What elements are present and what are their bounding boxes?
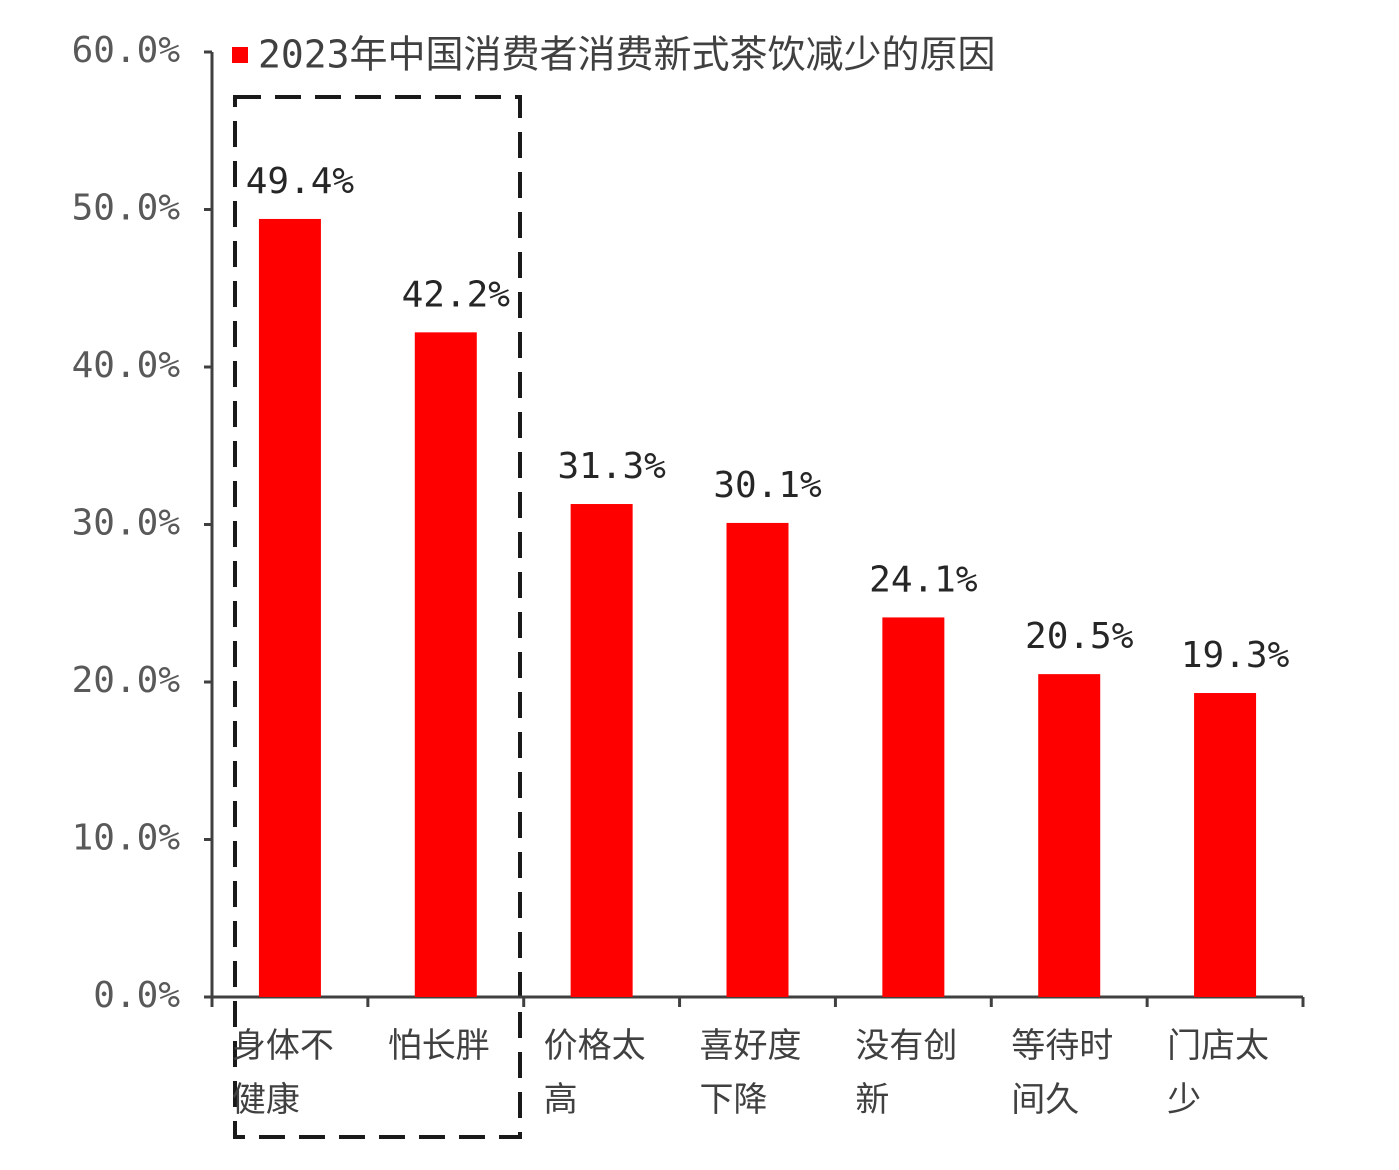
x-tick-label: 等待时间久 xyxy=(1011,1026,1114,1120)
highlight-box xyxy=(233,95,522,1139)
x-tick-label: 身体不健康 xyxy=(231,1026,334,1120)
bar xyxy=(1038,674,1101,997)
bar xyxy=(258,218,321,997)
bar xyxy=(726,522,789,997)
y-tick-label: 60.0% xyxy=(72,30,181,71)
y-tick-label: 20.0% xyxy=(72,660,181,701)
value-label: 30.1% xyxy=(713,465,822,506)
legend-label: 2023年中国消费者消费新式茶饮减少的原因 xyxy=(258,33,996,77)
value-label: 20.5% xyxy=(1025,616,1134,657)
value-label: 24.1% xyxy=(869,559,978,600)
bar xyxy=(1194,693,1257,997)
y-tick-label: 0.0% xyxy=(93,975,180,1016)
value-label: 31.3% xyxy=(557,446,666,487)
legend-swatch xyxy=(232,47,248,63)
y-tick-label: 50.0% xyxy=(72,188,181,229)
bar xyxy=(570,504,633,997)
bar xyxy=(882,617,945,997)
x-tick-label: 价格太高 xyxy=(543,1026,646,1120)
x-tick-label: 门店太少 xyxy=(1167,1026,1270,1120)
x-tick-label: 没有创新 xyxy=(855,1026,958,1120)
y-tick-label: 30.0% xyxy=(72,503,181,544)
x-tick-label: 怕长胖 xyxy=(387,1026,490,1066)
x-tick-label: 喜好度下降 xyxy=(699,1026,802,1120)
y-tick-label: 10.0% xyxy=(72,818,181,859)
y-tick-label: 40.0% xyxy=(72,345,181,386)
value-label: 19.3% xyxy=(1181,635,1290,676)
value-label: 49.4% xyxy=(246,161,355,202)
value-label: 42.2% xyxy=(402,274,511,315)
bar xyxy=(414,332,477,998)
